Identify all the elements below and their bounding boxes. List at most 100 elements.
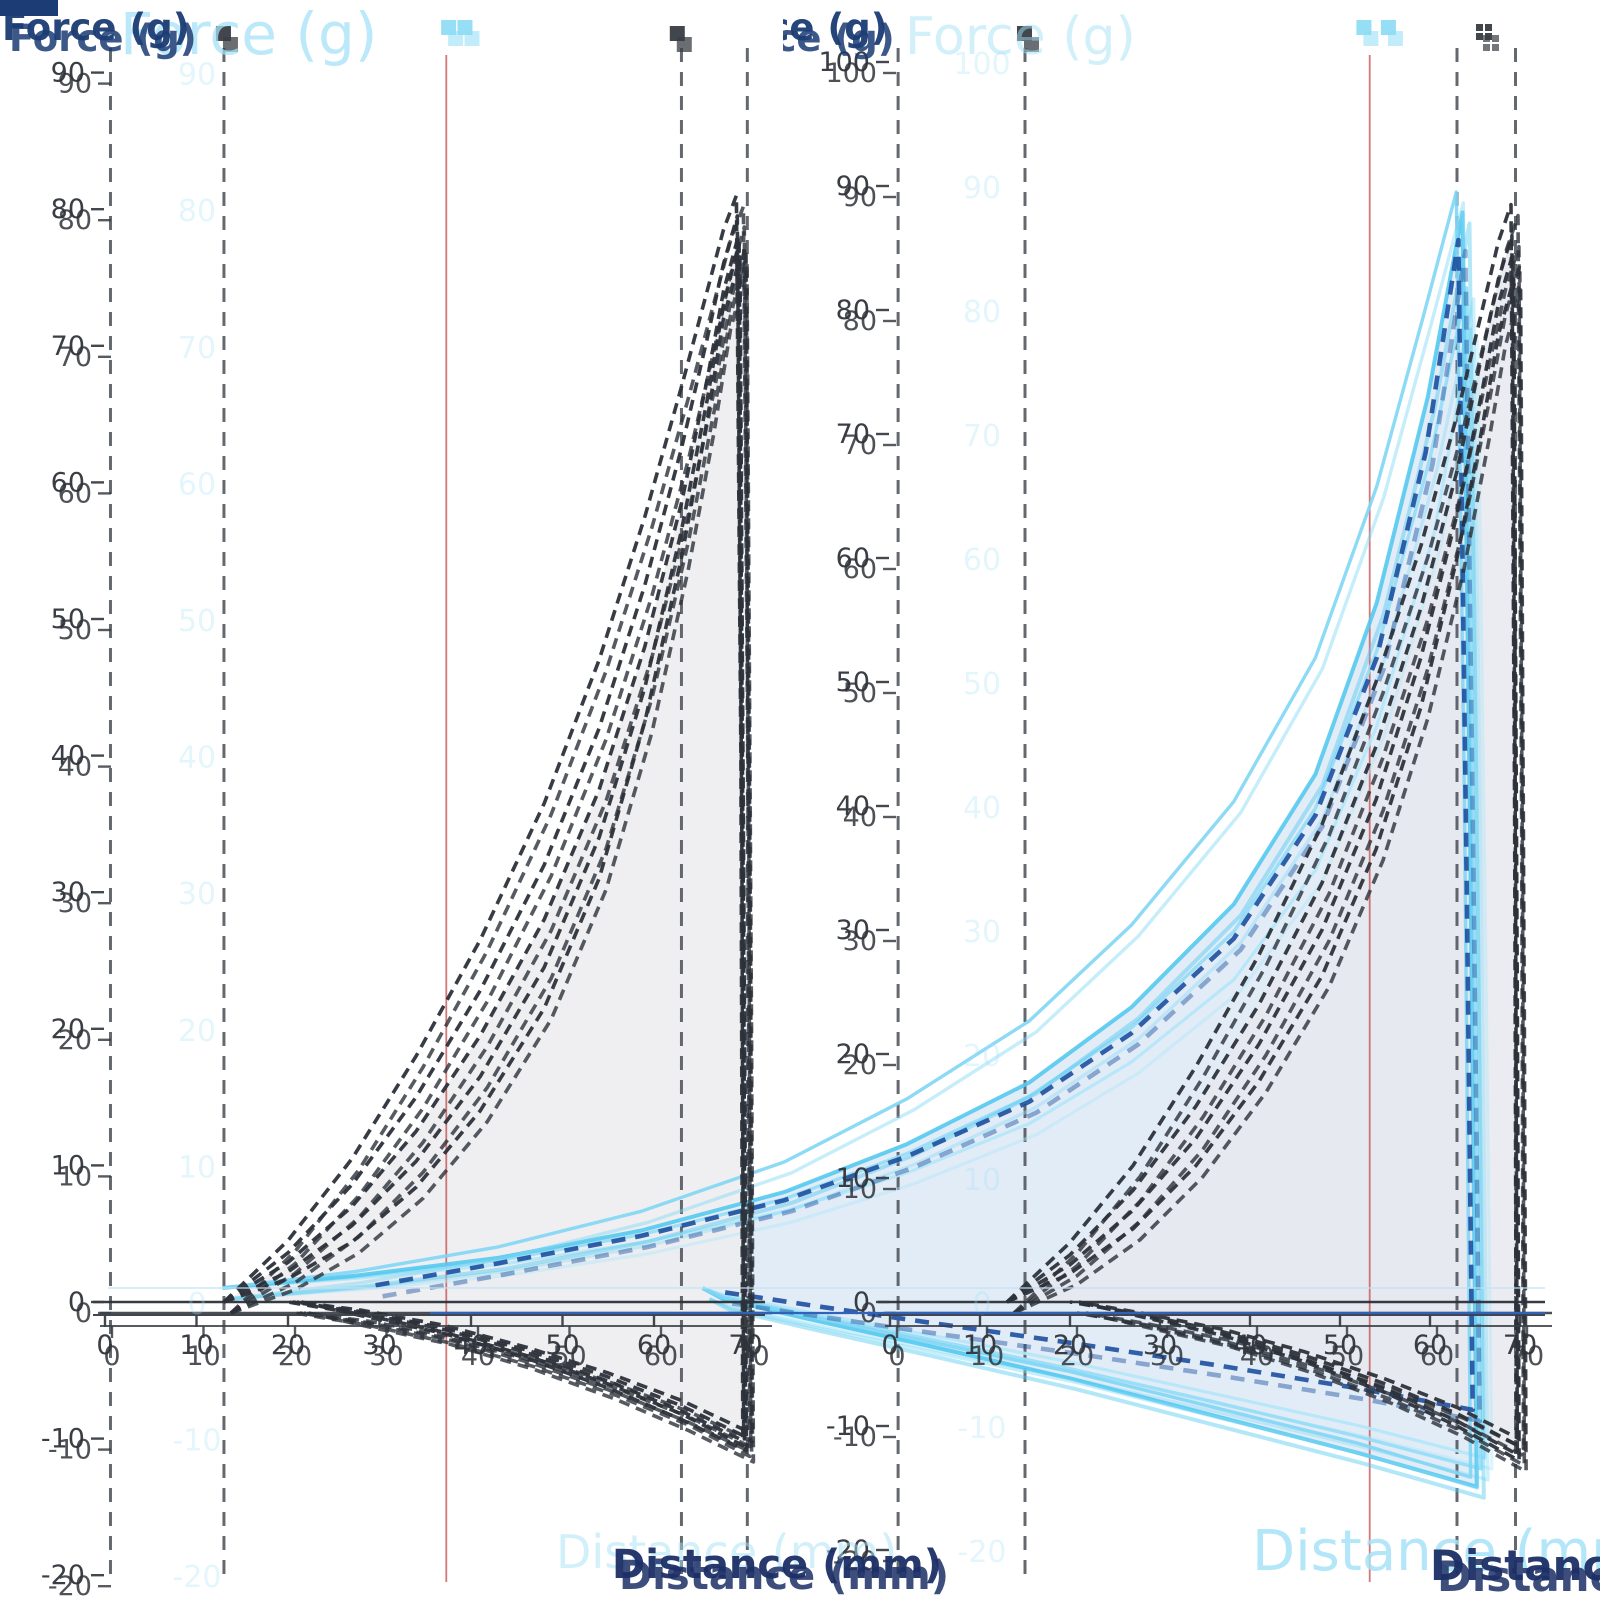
right-y-tick-label: 70 <box>843 430 877 461</box>
left-y-axis-title: Force (g) <box>9 17 197 60</box>
right-dark-trace-3 <box>1006 252 1527 1452</box>
right-y-tick-label-ghost: -10 <box>958 1411 1007 1446</box>
left-x-tick-label: 30 <box>369 1341 403 1372</box>
left-y-tick-label-ghost: 20 <box>178 1014 216 1049</box>
left-y-tick-label: -10 <box>41 1424 85 1455</box>
right-y-tick-label-ghost: 50 <box>963 667 1001 702</box>
right-y-tick-label: 40 <box>836 791 870 822</box>
left-y-tick-label: 80 <box>51 194 85 225</box>
overlay-cyan-trace-1 <box>222 210 1486 1500</box>
left-y-tick-label-ghost: 30 <box>178 877 216 912</box>
right-y-tick-label: 20 <box>843 1050 877 1081</box>
left-y-tick-label-ghost: 60 <box>178 467 216 502</box>
right-y-tick-label-ghost: 30 <box>963 915 1001 950</box>
left-dark-trace-5 <box>223 255 756 1464</box>
right-y-tick-label: 70 <box>836 419 870 450</box>
right-x-tick-label: 50 <box>1330 1341 1364 1372</box>
right-y-tick-label: 80 <box>843 306 877 337</box>
right-y-tick-label-ghost: 70 <box>963 419 1001 454</box>
left-dark-trace-3 <box>222 234 754 1455</box>
right-anchor-handle-1[interactable] <box>1017 26 1039 52</box>
right-x-tick-label: 30 <box>1150 1341 1184 1372</box>
left-x-tick-label: 20 <box>278 1341 312 1372</box>
right-anchor-handle-2[interactable] <box>1476 24 1499 51</box>
right-dark-trace-1 <box>1005 202 1526 1458</box>
left-y-tick-label: -20 <box>48 1571 92 1600</box>
overlay-anchor-handle-2[interactable] <box>457 20 480 46</box>
left-x-tick-label: 40 <box>461 1341 495 1372</box>
left-y-tick-label: 0 <box>75 1298 92 1329</box>
left-dark-trace-fill <box>223 236 745 1442</box>
left-y-tick-label-ghost: -20 <box>173 1560 222 1595</box>
left-y-tick-label: 50 <box>58 615 92 646</box>
left-y-tick-label: 60 <box>51 467 85 498</box>
left-y-tick-label: 70 <box>51 331 85 362</box>
right-y-tick-label: -20 <box>833 1546 877 1577</box>
right-y-tick-label: 50 <box>843 678 877 709</box>
left-y-tick-label-ghost: 80 <box>178 194 216 229</box>
left-dark-trace-1 <box>222 193 752 1459</box>
overlay-cyan-trace-4 <box>222 190 1480 1490</box>
left-y-tick-label: 0 <box>68 1287 85 1318</box>
left-x-tick-label: 30 <box>362 1330 396 1361</box>
left-y-tick-label: 10 <box>58 1161 92 1192</box>
right-x-axis-title-ghost: Distance (mm) <box>1252 1519 1600 1584</box>
right-y-tick-label: 30 <box>843 926 877 957</box>
left-y-tick-label-ghost: 0 <box>187 1287 206 1322</box>
right-y-tick-label-ghost: 100 <box>953 47 1010 82</box>
left-x-tick-label: 70 <box>735 1341 769 1372</box>
left-y-tick-label-ghost: 50 <box>178 604 216 639</box>
right-y-axis-title: Force (g) <box>707 17 895 60</box>
right-x-tick-label: 20 <box>1053 1330 1087 1361</box>
left-y-tick-label-ghost: 10 <box>178 1150 216 1185</box>
right-x-axis-title: Distance (mm) <box>1437 1552 1600 1600</box>
right-x-tick-label: 50 <box>1323 1330 1357 1361</box>
right-y-tick-label: 10 <box>836 1163 870 1194</box>
left-y-tick-label: 60 <box>58 478 92 509</box>
left-x-tick-label: 50 <box>545 1330 579 1361</box>
left-anchor-handle-2[interactable] <box>669 26 692 52</box>
right-y-tick-label-ghost: -20 <box>958 1535 1007 1570</box>
right-y-tick-label: 100 <box>818 47 870 78</box>
left-x-tick-label: 70 <box>728 1330 762 1361</box>
left-y-tick-label: 20 <box>58 1025 92 1056</box>
left-x-tick-label: 20 <box>271 1330 305 1361</box>
right-y-tick-label: 20 <box>836 1039 870 1070</box>
right-x-tick-label: 0 <box>881 1330 898 1361</box>
right-x-tick-label: 20 <box>1060 1341 1094 1372</box>
right-y-tick-label-ghost: 20 <box>963 1039 1001 1074</box>
left-y-tick-label: 10 <box>51 1150 85 1181</box>
right-x-tick-label: 30 <box>1143 1330 1177 1361</box>
left-y-tick-label-ghost: 40 <box>178 741 216 776</box>
left-y-tick-label: 80 <box>58 205 92 236</box>
right-y-tick-label: 40 <box>843 802 877 833</box>
right-x-tick-label: 60 <box>1420 1341 1454 1372</box>
overlay-anchor-handle-3[interactable] <box>1356 20 1379 46</box>
left-x-tick-label: 0 <box>103 1341 120 1372</box>
left-x-axis-title: Distance (mm) <box>612 1542 942 1588</box>
right-y-tick-label: 60 <box>836 543 870 574</box>
left-y-tick-label-ghost: 90 <box>178 58 216 93</box>
right-y-tick-label-ghost: 60 <box>963 543 1001 578</box>
left-y-tick-label: 40 <box>58 752 92 783</box>
left-y-tick-label: 30 <box>58 888 92 919</box>
right-y-axis-title: Force (g) <box>700 6 888 49</box>
left-y-tick-label: 90 <box>58 69 92 100</box>
left-x-tick-label: 40 <box>454 1330 488 1361</box>
overlay-anchor-handle-4[interactable] <box>1380 20 1403 46</box>
right-y-tick-label: 90 <box>843 182 877 213</box>
right-y-axis-title-ghost: Force (g) <box>905 7 1136 67</box>
left-y-tick-label: 30 <box>51 877 85 908</box>
left-anchor-handle-1[interactable] <box>215 26 238 52</box>
left-y-axis-title-ghost: Force (g) <box>120 0 377 68</box>
left-y-tick-label-ghost: 70 <box>178 331 216 366</box>
left-x-axis-title: Distance (mm) <box>619 1553 949 1599</box>
left-y-tick-label: 90 <box>51 58 85 89</box>
left-x-tick-label: 10 <box>179 1330 213 1361</box>
right-x-tick-label: 0 <box>888 1341 905 1372</box>
left-x-tick-label: 50 <box>552 1341 586 1372</box>
right-dark-trace-4 <box>1006 277 1528 1474</box>
left-y-tick-label-ghost: -10 <box>173 1424 222 1459</box>
